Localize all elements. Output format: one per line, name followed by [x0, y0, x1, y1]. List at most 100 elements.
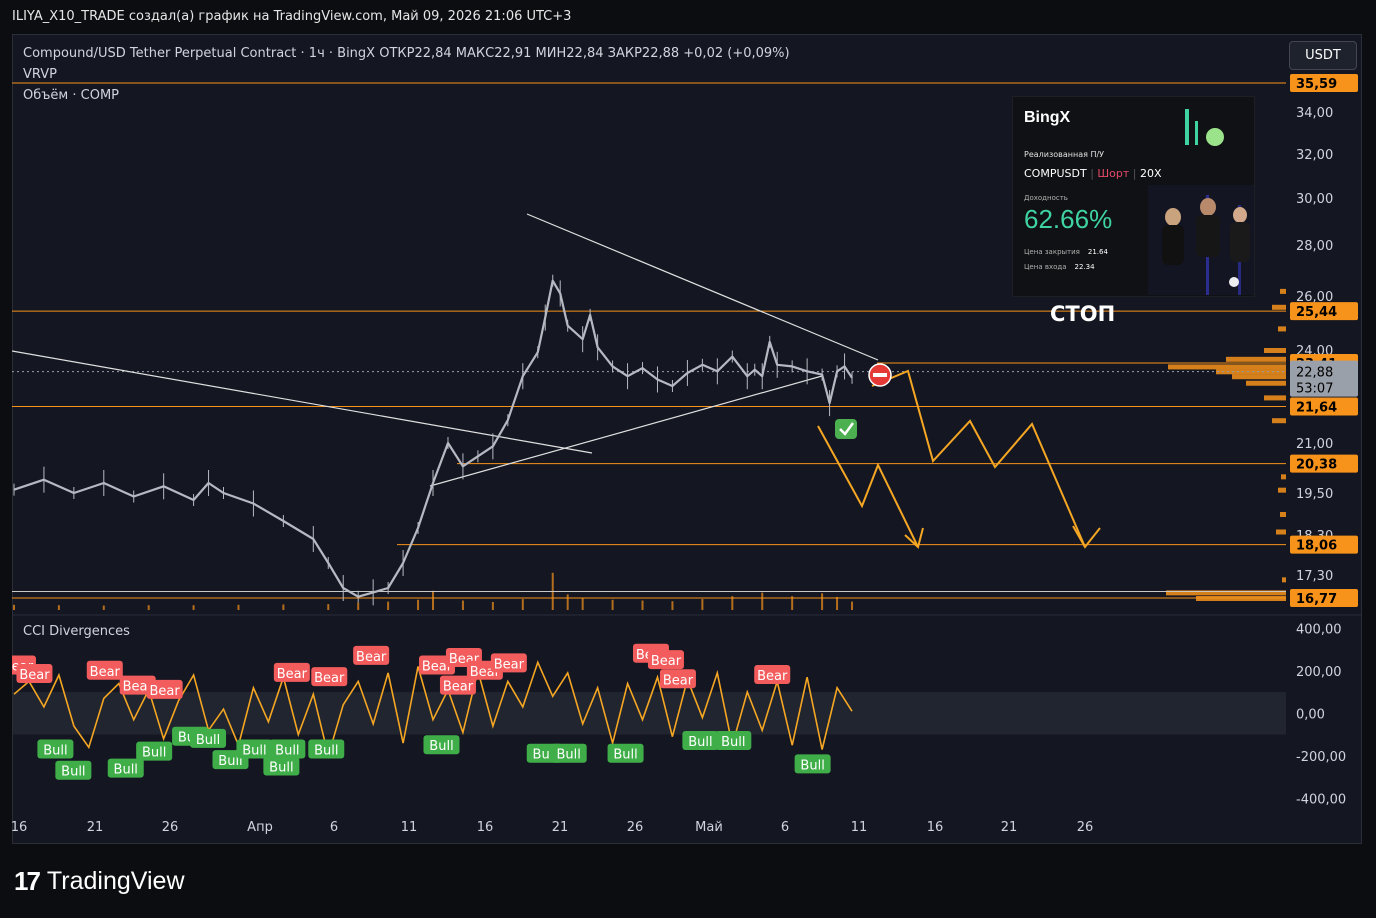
- time-tick-label: 21: [1001, 820, 1018, 835]
- chart-caption: ILIYA_X10_TRADE создал(а) график на Trad…: [12, 9, 572, 24]
- price-tick-label: 30,00: [1296, 192, 1333, 207]
- current-price-tag: [1290, 360, 1358, 397]
- trend-line: [429, 375, 823, 487]
- volume-bar: [282, 604, 285, 610]
- vrvp-bar: [1276, 529, 1286, 535]
- projection-arrowhead: [904, 527, 924, 549]
- price-tag-label: 16,77: [1296, 592, 1337, 607]
- tradingview-wordmark: TradingView: [46, 867, 185, 895]
- bull-marker: [269, 739, 306, 759]
- volume-bar: [641, 600, 644, 610]
- cci-tick-label: 0,00: [1296, 707, 1325, 722]
- cci-legend[interactable]: CCI Divergences: [23, 624, 130, 639]
- bear-marker: [659, 669, 696, 689]
- volume-bar: [566, 594, 569, 610]
- bear-marker: [146, 679, 183, 699]
- trade-leverage: 20X: [1139, 167, 1162, 180]
- close-price-label: Цена закрытия: [1024, 248, 1080, 256]
- time-tick-label: 21: [552, 820, 569, 835]
- bull-marker-label: Bull: [688, 735, 712, 750]
- price-tag-label: 21,64: [1296, 401, 1337, 416]
- volume-legend[interactable]: Объём · COMP: [23, 88, 120, 103]
- price-tick-label: 19,50: [1296, 487, 1333, 502]
- trend-line: [526, 213, 879, 361]
- bull-marker: [236, 739, 273, 759]
- price-tag: [1290, 302, 1358, 321]
- vrvp-bar: [1278, 326, 1286, 332]
- stop-icon-bar: [873, 373, 887, 377]
- cci-tick-label: -200,00: [1296, 750, 1346, 765]
- bull-marker: [190, 728, 227, 748]
- vrvp-bar: [1272, 304, 1286, 310]
- vrvp-bar: [1168, 364, 1286, 370]
- bear-marker-label: Bear: [757, 669, 788, 684]
- bull-marker-label: Bull: [61, 765, 85, 780]
- bull-marker: [107, 758, 144, 778]
- volume-bar: [791, 596, 794, 610]
- vrvp-bar: [1166, 590, 1286, 596]
- current-price-value: 22,88: [1296, 366, 1333, 381]
- symbol-legend[interactable]: Compound/USD Tether Perpetual Contract ·…: [23, 46, 790, 61]
- bear-marker-label: Bear: [150, 684, 181, 699]
- bear-marker: [754, 665, 791, 685]
- projection-arrowhead: [1072, 525, 1101, 549]
- volume-bar: [701, 599, 704, 610]
- volume-bar: [611, 599, 614, 610]
- roi-value: 62.66%: [1024, 204, 1113, 234]
- volume-bar: [731, 596, 734, 610]
- projection-path-2: [817, 425, 919, 548]
- time-tick-label: Апр: [247, 820, 273, 835]
- vrvp-legend[interactable]: VRVP: [23, 67, 57, 82]
- close-price-value: 21.64: [1087, 248, 1108, 256]
- stop-annotation: СТОП: [1050, 302, 1116, 326]
- bear-marker: [16, 663, 53, 683]
- entry-price-label: Цена входа: [1024, 263, 1067, 271]
- bear-marker-label: Bear: [443, 680, 474, 695]
- currency-button[interactable]: USDT: [1289, 41, 1357, 70]
- volume-bar: [417, 599, 420, 610]
- chart-canvas[interactable]: 34,0032,0030,0028,0026,0024,0022,0021,00…: [12, 34, 1362, 844]
- bull-marker: [607, 743, 644, 763]
- vrvp-bar: [1216, 369, 1286, 375]
- bear-marker: [311, 667, 348, 687]
- volume-bar: [192, 605, 195, 610]
- volume-bar: [761, 592, 764, 610]
- volume-bar: [387, 601, 390, 610]
- price-tick-label: 26,00: [1296, 290, 1333, 305]
- bear-marker: [273, 662, 310, 682]
- volume-bar: [521, 599, 524, 610]
- vrvp-bar: [1272, 418, 1286, 424]
- cci-tick-label: 200,00: [1296, 665, 1342, 680]
- volume-bar: [327, 604, 330, 610]
- cci-tick-label: 400,00: [1296, 622, 1342, 637]
- bull-marker-label: Bull: [114, 763, 138, 778]
- candle-countdown: 53:07: [1296, 382, 1333, 397]
- time-tick-label: 6: [330, 820, 338, 835]
- bear-marker-label: Bear: [422, 659, 453, 674]
- vrvp-bar: [1232, 374, 1286, 380]
- time-tick-label: 16: [927, 820, 944, 835]
- trade-pair: COMPUSDT | Шорт | 20X: [1024, 167, 1162, 180]
- tradingview-logo[interactable]: 17 TradingView: [14, 866, 185, 897]
- price-tick-label: 17,30: [1296, 569, 1333, 584]
- players-image: [1148, 185, 1254, 295]
- trade-side: Шорт: [1097, 167, 1130, 180]
- bear-marker: [490, 653, 527, 673]
- price-tag: [1290, 397, 1358, 416]
- check-icon: [835, 419, 857, 439]
- tradingview-mark-icon: 17: [14, 866, 41, 896]
- price-tag: [1290, 535, 1358, 554]
- bull-marker-label: Bull: [142, 746, 166, 761]
- bear-marker: [86, 660, 123, 680]
- bear-marker-label: Bear: [19, 668, 50, 683]
- realized-pnl-label: Реализованная П/У: [1024, 150, 1105, 159]
- volume-bar: [836, 596, 839, 610]
- price-tick-label: 21,00: [1296, 437, 1333, 452]
- entry-price-value: 22.34: [1074, 263, 1095, 271]
- bear-marker-label: Bear: [651, 654, 682, 669]
- time-tick-label: 26: [162, 820, 179, 835]
- price-tick-label: 28,00: [1296, 239, 1333, 254]
- pair-symbol: COMPUSDT: [1024, 167, 1087, 180]
- volume-bar: [671, 601, 674, 610]
- bull-marker: [308, 739, 345, 759]
